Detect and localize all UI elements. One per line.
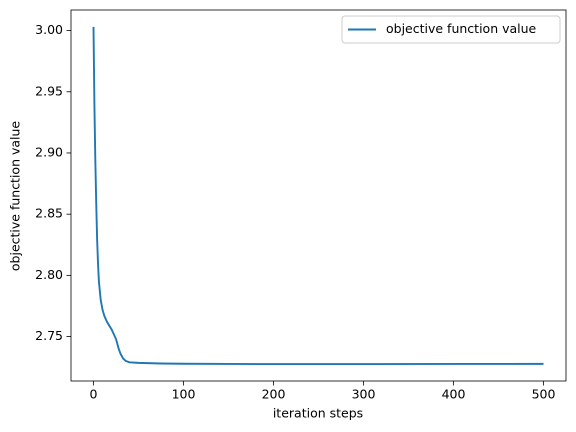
y-tick-label: 3.00 [35, 22, 63, 37]
x-tick-label: 400 [442, 387, 466, 402]
x-tick-label: 200 [262, 387, 286, 402]
y-tick-label: 2.85 [35, 206, 63, 221]
y-tick-label: 2.90 [35, 144, 63, 159]
y-tick-label: 2.75 [35, 328, 63, 343]
legend-label: objective function value [386, 21, 537, 36]
y-axis-label: objective function value [8, 121, 23, 272]
y-tick-label: 2.80 [35, 267, 63, 282]
axes-frame [70, 9, 567, 382]
y-tick-label: 2.95 [35, 83, 63, 98]
x-axis-label: iteration steps [273, 406, 363, 421]
x-tick-label: 100 [172, 387, 196, 402]
x-tick-label: 300 [352, 387, 376, 402]
x-tick-label: 0 [90, 387, 98, 402]
line [92, 26, 544, 366]
legend-box [341, 15, 561, 44]
x-tick-label: 500 [532, 387, 556, 402]
